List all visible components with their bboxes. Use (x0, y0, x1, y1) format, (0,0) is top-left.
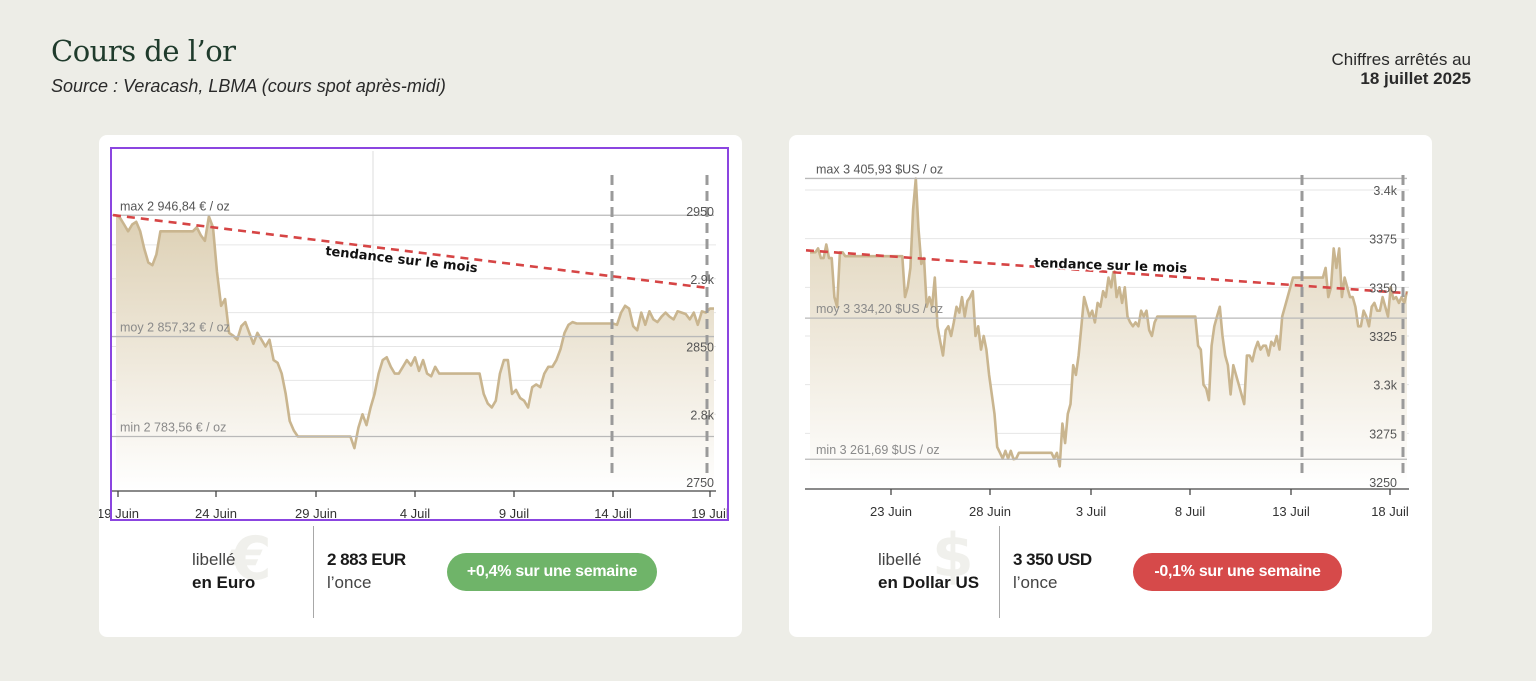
libelle-caption: libellé (192, 550, 236, 569)
trend-line (112, 213, 711, 290)
currency-label-usd: libellé en Dollar US (878, 548, 979, 594)
price-area (116, 215, 714, 492)
divider (313, 526, 314, 618)
currency-label-eur: libellé en Euro (192, 548, 255, 594)
moy-label: moy 2 857,32 € / oz (120, 321, 230, 335)
trend-label: tendance sur le mois (325, 244, 479, 276)
euro-icon: € (230, 524, 272, 594)
y-tick-label: 2950 (686, 205, 714, 219)
x-tick-label: 4 Juil (400, 506, 430, 521)
price-value: 3 350 USD (1013, 550, 1092, 569)
page-title: Cours de l’or (51, 34, 236, 68)
weekly-change-badge: -0,1% sur une semaine (1133, 553, 1342, 591)
x-tick-label: 24 Juin (195, 506, 237, 521)
currency-name: en Dollar US (878, 573, 980, 592)
price-unit: l’once (327, 573, 372, 592)
max-label: max 2 946,84 € / oz (120, 199, 230, 213)
x-tick-label: 23 Juin (870, 504, 912, 519)
max-label: max 3 405,93 $US / oz (816, 162, 943, 176)
dollar-icon: $ (932, 521, 974, 591)
y-tick-label: 3.4k (1373, 184, 1397, 198)
price-value: 2 883 EUR (327, 550, 406, 569)
y-tick-label: 2.8k (690, 408, 714, 422)
card-eur: max 2 946,84 € / oz moy 2 857,32 € / oz mi… (99, 135, 742, 637)
price-usd: 3 350 USD l’once (1013, 548, 1092, 594)
chart-eur[interactable]: max 2 946,84 € / oz moy 2 857,32 € / oz mi… (99, 135, 742, 524)
date-caption: Chiffres arrêtés au (1331, 50, 1471, 69)
currency-name: en Euro (192, 573, 256, 592)
moy-label: moy 3 334,20 $US / oz (816, 302, 943, 316)
y-tick-label: 2750 (686, 476, 714, 490)
x-tick-label: 14 Juil (594, 506, 632, 521)
x-tick-label: 29 Juin (295, 506, 337, 521)
libelle-caption: libellé (878, 550, 922, 569)
x-tick-label: 13 Juil (1272, 504, 1310, 519)
x-tick-label: 19 Juin (99, 506, 139, 521)
divider (999, 526, 1000, 618)
y-tick-label: 3.3k (1373, 379, 1397, 393)
price-line (810, 177, 1409, 468)
page-source: Source : Veracash, LBMA (cours spot aprè… (51, 76, 446, 96)
x-tick-label: 8 Juil (1175, 504, 1205, 519)
y-tick-label: 2850 (686, 341, 714, 355)
price-eur: 2 883 EUR l’once (327, 548, 406, 594)
x-tick-label: 18 Juil (1371, 504, 1409, 519)
x-tick-label: 3 Juil (1076, 504, 1106, 519)
y-tick-label: 2.9k (690, 273, 714, 287)
min-label: min 2 783,56 € / oz (120, 421, 226, 435)
card-footer-usd: $ libellé en Dollar US 3 350 USD l’once … (789, 521, 1432, 619)
price-area (810, 178, 1407, 489)
y-tick-label: 3275 (1369, 427, 1397, 441)
card-usd: max 3 405,93 $US / oz moy 3 334,20 $US / … (789, 135, 1432, 637)
date-value: 18 juillet 2025 (1360, 69, 1471, 88)
chart-usd[interactable]: max 3 405,93 $US / oz moy 3 334,20 $US / … (789, 135, 1432, 524)
trend-label: tendance sur le mois (1034, 256, 1188, 276)
price-line (115, 214, 714, 450)
date-block: Chiffres arrêtés au 18 juillet 2025 (1331, 50, 1471, 88)
weekly-change-badge: +0,4% sur une semaine (447, 553, 657, 591)
x-tick-label: 9 Juil (499, 506, 529, 521)
trend-line (805, 249, 1408, 295)
card-footer-eur: € libellé en Euro 2 883 EUR l’once +0,4%… (99, 524, 742, 619)
x-tick-label: 28 Juin (969, 504, 1011, 519)
y-tick-label: 3375 (1369, 233, 1397, 247)
x-tick-label: 19 Juil (691, 506, 729, 521)
y-tick-label: 3250 (1369, 476, 1397, 490)
y-tick-label: 3350 (1369, 281, 1397, 295)
y-tick-label: 3325 (1369, 330, 1397, 344)
min-label: min 3 261,69 $US / oz (816, 443, 940, 457)
price-unit: l’once (1013, 573, 1058, 592)
